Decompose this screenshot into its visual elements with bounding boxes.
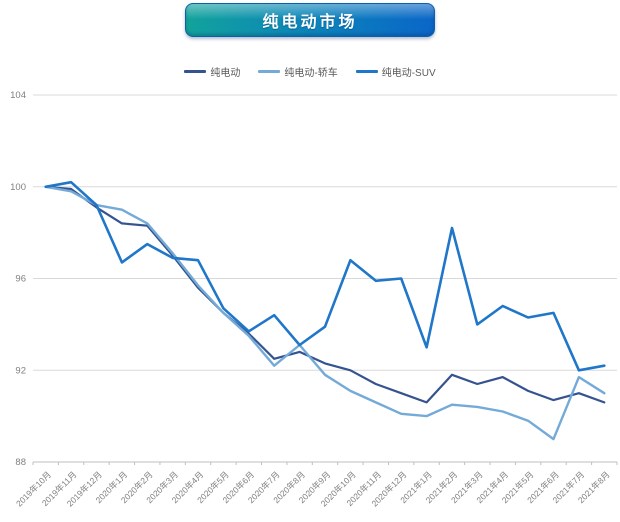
legend-item-pure-ev-suv: 纯电动-SUV (355, 64, 436, 79)
legend-line-swatch (184, 69, 207, 73)
legend-line-swatch (258, 69, 281, 73)
legend-item-pure-ev: 纯电动 (184, 64, 240, 79)
chart-title-badge: 纯电动市场 (185, 3, 435, 37)
y-axis-label-88: 88 (15, 457, 26, 468)
y-axis-label-104: 104 (10, 90, 26, 101)
series-line-纯电动-轿车 (44, 185, 606, 441)
legend-line-swatch (355, 69, 378, 73)
series-line-纯电动 (44, 185, 606, 404)
chart-title: 纯电动市场 (262, 14, 358, 31)
line-chart: 8892961001042019年10月2019年11月2019年12月2020… (10, 90, 618, 508)
legend-item-pure-ev-sedan: 纯电动-轿车 (258, 64, 338, 79)
series-line-纯电动-SUV (44, 180, 606, 372)
legend-label: 纯电动 (210, 67, 241, 79)
y-axis-label-96: 96 (15, 274, 26, 285)
legend: 纯电动 纯电动-轿车 纯电动-SUV (0, 63, 620, 79)
y-axis-label-100: 100 (10, 182, 26, 193)
legend-label: 纯电动-轿车 (284, 67, 338, 79)
legend-label: 纯电动-SUV (381, 67, 436, 79)
y-axis-label-92: 92 (15, 365, 26, 376)
